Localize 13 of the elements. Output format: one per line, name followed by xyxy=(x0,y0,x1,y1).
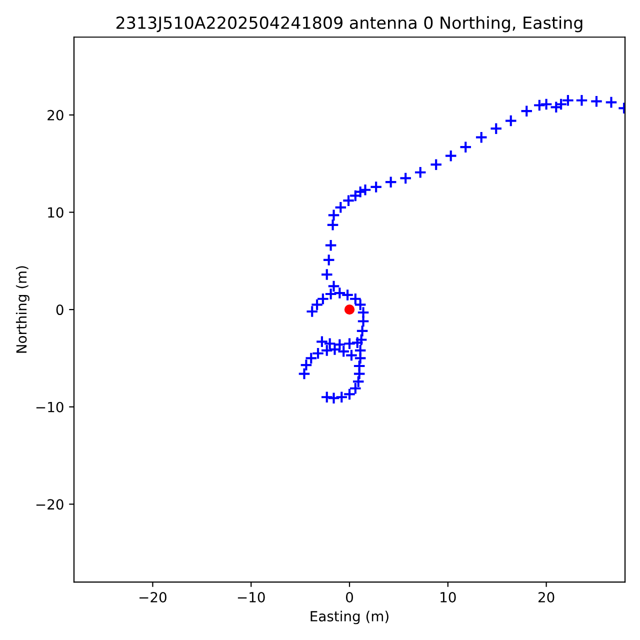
y-tick-label: 10 xyxy=(48,207,64,218)
y-axis-title: Northing (m) xyxy=(16,266,30,353)
chart-title: 2313J510A2202504241809 antenna 0 Northing, Easting xyxy=(116,16,582,32)
x-tick-label: −20 xyxy=(140,592,166,602)
x-tick-label: −10 xyxy=(238,592,265,602)
x-tick-label: 10 xyxy=(440,592,456,602)
y-tick-label: −10 xyxy=(36,402,64,412)
x-axis-title: Easting (m) xyxy=(310,610,388,624)
y-tick-label: 20 xyxy=(48,110,64,120)
y-tick-label: −20 xyxy=(36,499,64,510)
x-tick-label: 0 xyxy=(346,592,353,602)
x-tick-label: 20 xyxy=(538,592,554,602)
y-tick-label: 0 xyxy=(56,304,64,316)
